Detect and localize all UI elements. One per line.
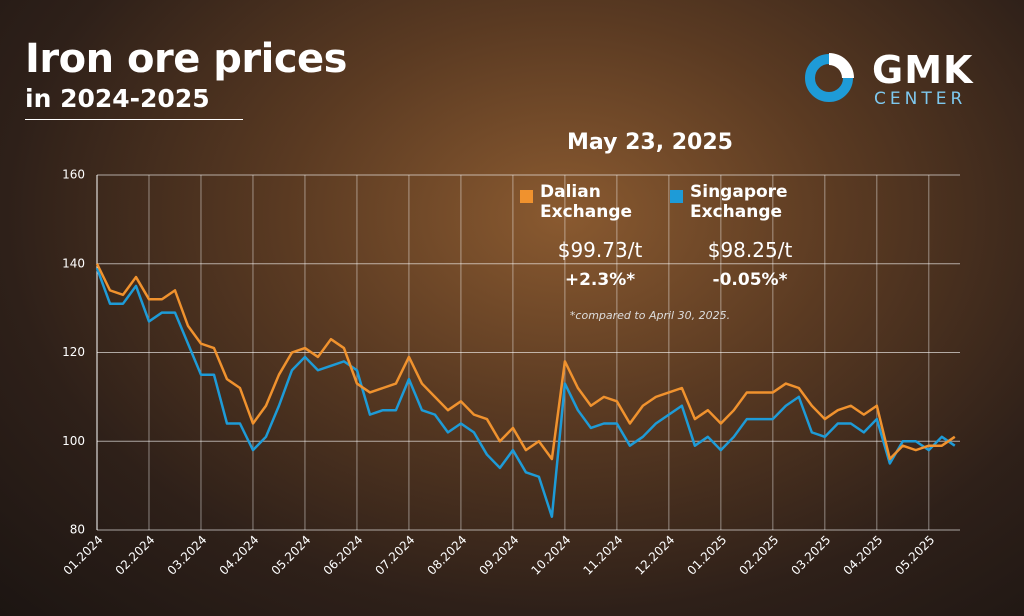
x-tick-label: 04.2025 [840,533,885,578]
x-tick-label: 01.2024 [61,533,106,578]
legend-entry: Dalian Exchange [520,182,650,222]
x-tick-label: 12.2024 [632,533,677,578]
brand: GMK [872,48,974,92]
change-label: -0.05%* [712,270,788,290]
price-label: $99.73/t [557,238,643,262]
x-tick-label: 03.2024 [165,533,210,578]
note: *compared to April 30, 2025. [569,309,731,322]
x-tick-label: 08.2024 [425,533,470,578]
x-tick-label: 05.2024 [269,533,314,578]
y-tick-label: 100 [62,434,85,448]
x-tick-label: 02.2025 [736,533,781,578]
x-tick-label: 03.2025 [788,533,833,578]
legend-swatch [520,190,533,203]
y-tick-label: 120 [62,345,85,359]
price-line [95,267,956,518]
y-tick-label: 140 [62,256,85,270]
date: May 23, 2025 [567,130,733,155]
x-tick-label: 11.2024 [580,533,625,578]
brand-sub: CENTER [874,89,967,109]
title: Iron ore prices [25,36,347,82]
logo-segment [829,53,854,78]
x-tick-label: 05.2025 [892,533,937,578]
legend-entry: Singapore Exchange [670,182,800,222]
x-tick-label: 01.2025 [684,533,729,578]
y-tick-label: 160 [62,168,85,182]
x-tick-label: 02.2024 [113,533,158,578]
x-tick-label: 10.2024 [528,533,573,578]
price-line [95,263,956,461]
x-tick-label: 09.2024 [477,533,522,578]
subtitle: in 2024-2025 [25,84,243,120]
x-tick-label: 07.2024 [373,533,418,578]
legend-swatch [670,190,683,203]
y-tick-label: 80 [70,523,85,537]
price-label: $98.25/t [707,238,793,262]
x-tick-label: 06.2024 [321,533,366,578]
change-label: +2.3%* [564,270,636,290]
x-tick-label: 04.2024 [217,533,262,578]
